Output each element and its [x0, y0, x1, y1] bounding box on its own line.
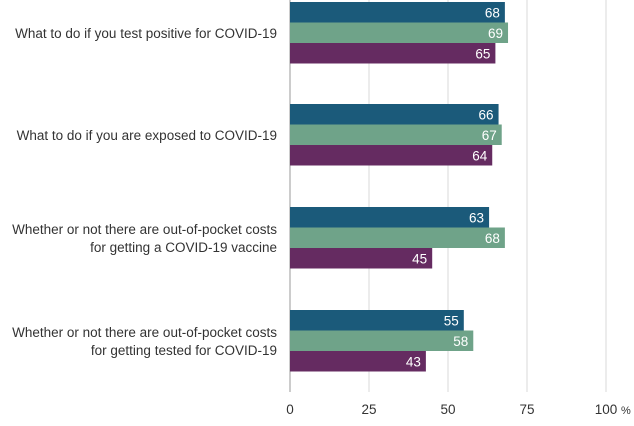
category-label-line: Whether or not there are out-of-pocket c… [12, 222, 277, 237]
bar [290, 2, 505, 23]
bar-value-label: 66 [479, 107, 494, 122]
category-label: What to do if you are exposed to COVID-1… [17, 128, 277, 143]
bar-value-label: 58 [453, 334, 468, 349]
x-axis-unit-label: % [621, 405, 631, 417]
category-labels: What to do if you test positive for COVI… [12, 26, 277, 358]
bar [290, 248, 433, 269]
category-label: What to do if you test positive for COVI… [15, 26, 277, 41]
bar [290, 310, 464, 331]
category-label-line: Whether or not there are out-of-pocket c… [12, 325, 277, 340]
bar [290, 330, 474, 351]
bar [290, 104, 499, 125]
category-label: Whether or not there are out-of-pocket c… [12, 222, 277, 255]
x-tick-label: 0 [286, 402, 294, 417]
bar-value-label: 63 [469, 210, 484, 225]
bar [290, 43, 496, 64]
category-label-line: for getting a COVID-19 vaccine [90, 240, 277, 255]
category-label-line: What to do if you are exposed to COVID-1… [17, 128, 277, 143]
bar-value-label: 43 [406, 354, 421, 369]
bar [290, 22, 509, 43]
category-label-line: What to do if you test positive for COVI… [15, 26, 277, 41]
bar-value-label: 64 [472, 148, 488, 163]
bar-value-label: 69 [488, 26, 503, 41]
category-label: Whether or not there are out-of-pocket c… [12, 325, 277, 358]
x-tick-label: 25 [361, 402, 376, 417]
bar [290, 351, 426, 372]
bar [290, 145, 493, 166]
bar [290, 124, 502, 145]
bar [290, 227, 505, 248]
category-label-line: for getting tested for COVID-19 [91, 343, 277, 358]
x-tick-label: 50 [440, 402, 455, 417]
x-tick-label: 100 [595, 402, 618, 417]
bar-value-label: 68 [485, 5, 500, 20]
bar-value-label: 67 [482, 128, 497, 143]
bar-value-label: 65 [475, 46, 490, 61]
x-axis: 0 25 50 75 100% [286, 402, 631, 417]
x-tick-label: 75 [519, 402, 534, 417]
bar-value-label: 68 [485, 231, 500, 246]
bar [290, 207, 490, 228]
bar-value-label: 55 [444, 313, 459, 328]
bar-value-label: 45 [412, 251, 427, 266]
